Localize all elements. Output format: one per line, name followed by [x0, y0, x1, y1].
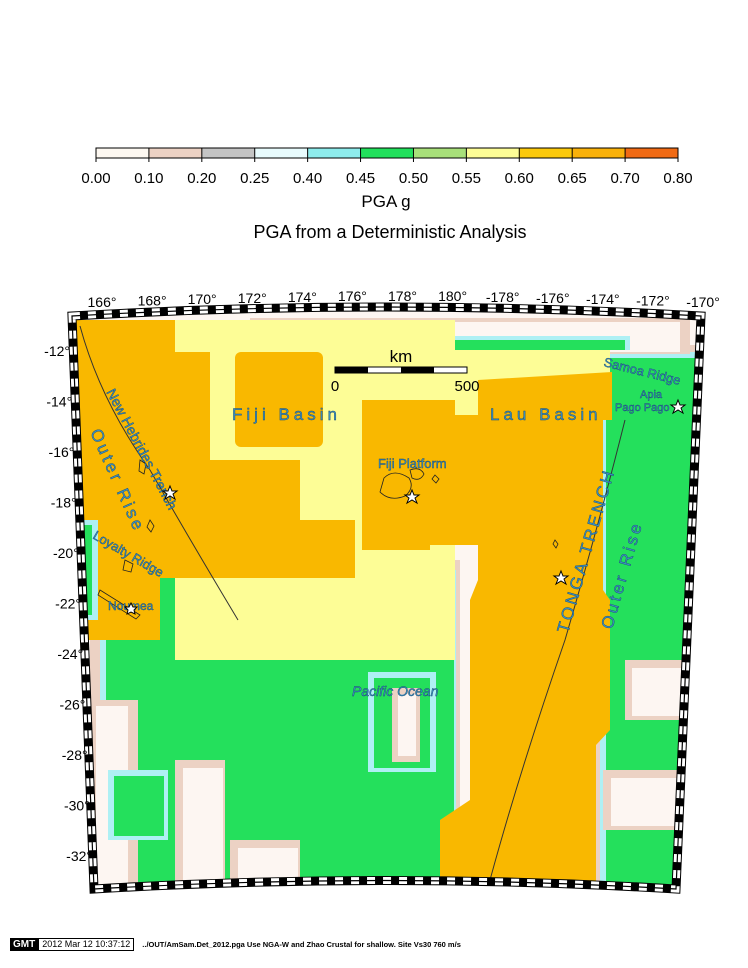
label-apia: Apia [640, 389, 663, 401]
gmt-logo: GMT [10, 937, 39, 951]
colorbar-tick-label: 0.20 [187, 170, 216, 187]
map-title: PGA from a Deterministic Analysis [253, 222, 526, 242]
label-fiji-basin: Fiji Basin [232, 405, 341, 424]
latitude-label: -20° [53, 545, 79, 561]
label-pacific-ocean: Pacific Ocean [352, 683, 439, 699]
coastlines [97, 459, 559, 620]
colorbar-label: PGA g [361, 192, 410, 211]
latitude-label: -30° [64, 798, 90, 814]
longitude-label: -176° [536, 290, 570, 306]
label-pago-pago: Pago Pago [615, 402, 669, 414]
longitude-label: -174° [586, 291, 620, 307]
latitude-label: -14° [46, 394, 72, 410]
scale-unit: km [390, 347, 413, 366]
colorbar-swatch [572, 148, 626, 158]
colorbar-tick-label: 0.10 [134, 170, 163, 187]
star-marker-pago-pago [669, 398, 687, 415]
latitude-label: -16° [49, 444, 75, 460]
longitude-label: 178° [388, 288, 417, 304]
colorbar-tick-label: 0.40 [293, 170, 322, 187]
gmt-timestamp: 2012 Mar 12 10:37:12 [38, 937, 135, 951]
colorbar-tick-label: 0.60 [505, 170, 534, 187]
longitude-label: 172° [238, 290, 267, 306]
label-fiji-platform: Fiji Platform [378, 456, 447, 471]
colorbar-swatch [254, 148, 308, 158]
orange-zone-west [76, 320, 355, 640]
epicenter-markers [123, 398, 687, 615]
colorbar-swatch [413, 148, 467, 158]
orange-zone-fiji [362, 400, 480, 550]
latitude-label: -32° [66, 848, 92, 864]
map-frame [67, 302, 706, 894]
longitude-label: -178° [486, 289, 520, 305]
colorbar-tick-label: 0.80 [663, 170, 692, 187]
colorbar-tick-label: 0.50 [399, 170, 428, 187]
latitude-label: -28° [62, 747, 88, 763]
label-lau-basin: Lau Basin [490, 405, 602, 424]
colorbar-tick-label: 0.70 [610, 170, 639, 187]
star-marker-tonga [552, 569, 570, 586]
colorbar-swatch [466, 148, 520, 158]
longitude-label: 174° [288, 289, 317, 305]
star-marker-noumea [123, 601, 139, 615]
longitude-label: -170° [686, 294, 720, 310]
colorbar-tick-label: 0.55 [452, 170, 481, 187]
longitude-label: 168° [138, 292, 167, 308]
colorbar-swatch [519, 148, 573, 158]
colorbar-swatch [307, 148, 361, 158]
star-marker-vanuatu [161, 484, 179, 501]
scale-bar: km 0 500 [331, 347, 480, 395]
latitude-label: -18° [51, 495, 77, 511]
gmt-footer: GMT 2012 Mar 12 10:37:12 ../OUT/AmSam.De… [10, 937, 461, 951]
longitude-label: 170° [188, 291, 217, 307]
colorbar-swatch [360, 148, 414, 158]
colorbar-swatch [201, 148, 255, 158]
latitude-labels: -12° -14° -16° -18° -20° -22° -24° -26° -28° -30°… [44, 343, 92, 864]
colorbar-tick-label: 0.25 [240, 170, 269, 187]
orange-zone-east [440, 372, 612, 885]
colorbar-tick-label: 0.45 [346, 170, 375, 187]
gmt-command: ../OUT/AmSam.Det_2012.pga Use NGA-W and … [142, 939, 461, 949]
latitude-label: -22° [55, 596, 81, 612]
tonga-trench-line [489, 419, 626, 881]
scale-start: 0 [331, 378, 339, 395]
longitude-label: -172° [636, 292, 670, 308]
star-marker-fiji [403, 488, 421, 505]
pga-field [76, 311, 697, 885]
colorbar: 0.00 0.10 0.20 0.25 0.40 0.45 0.50 0.55 0.60 0.65… [81, 147, 693, 187]
longitude-labels: 166° 168° 170° 172° 174° 176° 178° 180° -178° -17… [88, 288, 720, 310]
colorbar-swatch [96, 148, 149, 158]
latitude-label: -26° [60, 697, 86, 713]
longitude-label: 166° [88, 294, 117, 310]
latitude-label: -24° [57, 646, 83, 662]
colorbar-tick-label: 0.00 [81, 170, 110, 187]
colorbar-swatch [625, 148, 678, 158]
longitude-label: 180° [438, 288, 467, 304]
latitude-label: -12° [44, 343, 70, 359]
colorbar-tick-label: 0.65 [558, 170, 587, 187]
colorbar-swatch [148, 148, 202, 158]
scale-end: 500 [454, 378, 479, 395]
longitude-label: 176° [338, 288, 367, 304]
new-hebrides-trench-line [79, 325, 239, 621]
